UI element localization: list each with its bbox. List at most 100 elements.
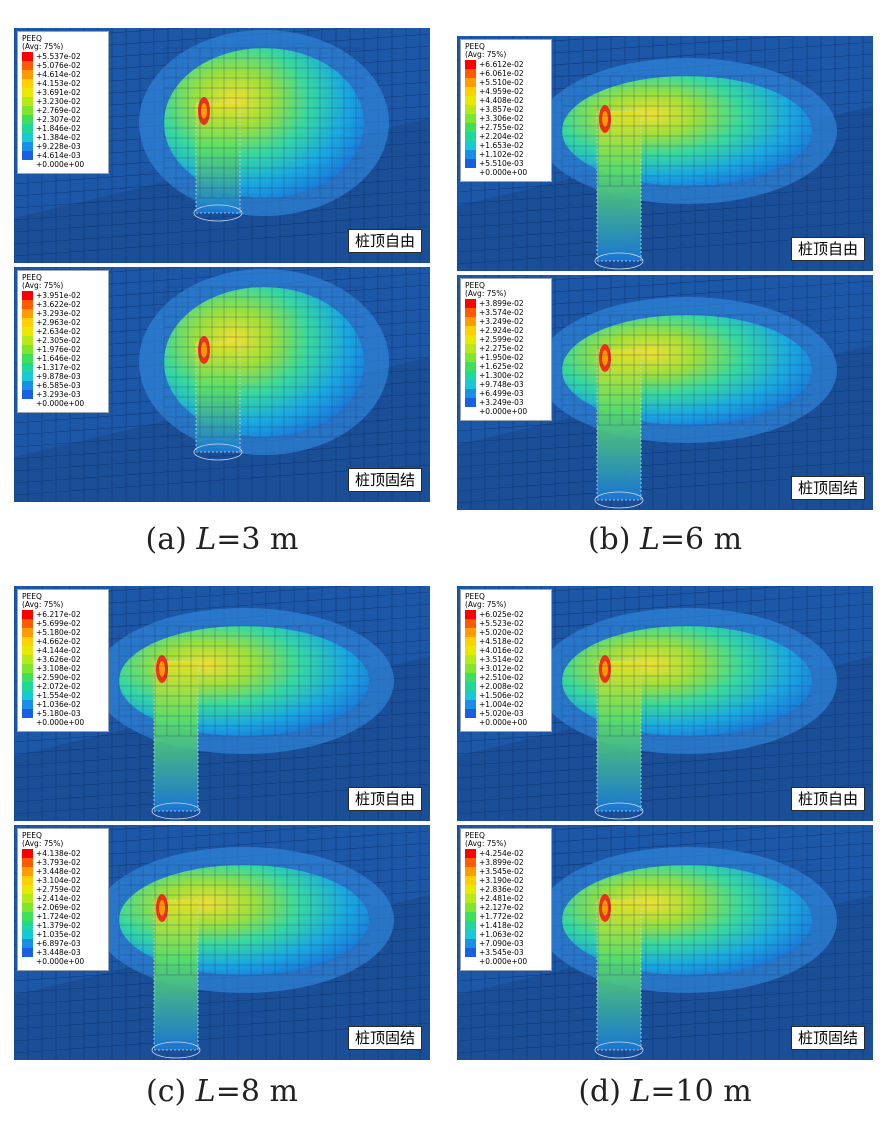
- legend-value: +5.076e-02: [36, 61, 81, 70]
- legend-row: +3.230e-02: [22, 97, 104, 106]
- legend-value: +1.379e-02: [36, 921, 81, 930]
- legend-rows: +5.537e-02 +5.076e-02 +4.614e-02 +4.153e-02…: [22, 52, 104, 169]
- legend-row: +3.857e-02: [465, 105, 547, 114]
- legend-swatch: [465, 912, 476, 921]
- legend-swatch: [22, 363, 33, 372]
- caption-variable: L: [195, 1074, 216, 1109]
- legend-value: +6.217e-02: [36, 610, 81, 619]
- legend-value: +1.950e-02: [479, 353, 524, 362]
- legend-value: +2.590e-02: [36, 673, 81, 682]
- legend-swatch: [22, 921, 33, 930]
- panel-a: PEEQ (Avg: 75%) +5.537e-02 +5.076e-02 +4.6…: [14, 28, 430, 502]
- condition-label: 桩顶固结: [347, 1026, 422, 1050]
- legend-swatch: [465, 664, 476, 673]
- legend-row: +2.008e-02: [465, 682, 547, 691]
- legend-row: +3.104e-02: [22, 876, 104, 885]
- legend-row: +3.899e-02: [465, 858, 547, 867]
- legend-value: +3.574e-02: [479, 308, 524, 317]
- legend-row: +5.020e-02: [465, 628, 547, 637]
- legend-row: +1.653e-02: [465, 141, 547, 150]
- legend-value: +1.625e-02: [479, 362, 524, 371]
- legend-swatch: [465, 78, 476, 87]
- legend-row: +4.153e-02: [22, 79, 104, 88]
- legend-row: +1.976e-02: [22, 345, 104, 354]
- legend-value: +0.000e+00: [36, 957, 85, 966]
- mesh-contour-graphic: [14, 267, 430, 502]
- legend-row: +6.217e-02: [22, 610, 104, 619]
- legend-swatch: [22, 88, 33, 97]
- legend-row: +3.545e-03: [465, 948, 547, 957]
- contour-plot-fixed-top: PEEQ (Avg: 75%) +4.254e-02 +3.899e-02 +3.5…: [457, 825, 873, 1060]
- legend-value: +1.063e-02: [479, 930, 524, 939]
- mesh-contour-graphic: [457, 36, 873, 271]
- legend-swatch: [22, 291, 33, 300]
- legend-swatch: [465, 673, 476, 682]
- legend-swatch: [22, 700, 33, 709]
- legend-swatch: [22, 903, 33, 912]
- legend-row: +0.000e+00: [465, 957, 547, 966]
- legend-value: +1.506e-02: [479, 691, 524, 700]
- contour-plot-fixed-top: PEEQ (Avg: 75%) +3.899e-02 +3.574e-02 +3.2…: [457, 275, 873, 510]
- legend-row: +4.614e-03: [22, 151, 104, 160]
- legend-swatch: [22, 61, 33, 70]
- legend-swatch: [465, 317, 476, 326]
- legend-value: +5.180e-02: [36, 628, 81, 637]
- legend-swatch: [22, 115, 33, 124]
- legend-row: +1.102e-02: [465, 150, 547, 159]
- legend-swatch: [465, 141, 476, 150]
- legend-row: +2.510e-02: [465, 673, 547, 682]
- legend-swatch: [22, 664, 33, 673]
- legend-swatch: [465, 691, 476, 700]
- legend-value: +0.000e+00: [479, 407, 528, 416]
- legend-value: +5.180e-03: [36, 709, 81, 718]
- legend-title: PEEQ: [465, 592, 485, 601]
- legend-swatch: [465, 308, 476, 317]
- legend-row: +5.537e-02: [22, 52, 104, 61]
- legend-value: +1.418e-02: [479, 921, 524, 930]
- legend-value: +3.626e-02: [36, 655, 81, 664]
- legend-row: +5.699e-02: [22, 619, 104, 628]
- legend-rows: +6.025e-02 +5.523e-02 +5.020e-02 +4.518e-02…: [465, 610, 547, 727]
- legend-row: +4.016e-02: [465, 646, 547, 655]
- caption-prefix: (a): [145, 522, 197, 557]
- legend-row: +5.510e-03: [465, 159, 547, 168]
- legend-swatch: [465, 326, 476, 335]
- legend-row: +2.305e-02: [22, 336, 104, 345]
- legend-value: +4.408e-02: [479, 96, 524, 105]
- legend-row: +9.228e-03: [22, 142, 104, 151]
- legend-value: +3.448e-03: [36, 948, 81, 957]
- legend-swatch: [465, 362, 476, 371]
- legend-value: +3.293e-02: [36, 309, 81, 318]
- legend-swatch: [22, 646, 33, 655]
- legend-value: +2.510e-02: [479, 673, 524, 682]
- legend-swatch: [22, 106, 33, 115]
- legend-subtitle: (Avg: 75%): [22, 600, 64, 609]
- legend-row: +2.963e-02: [22, 318, 104, 327]
- legend-swatch: [465, 371, 476, 380]
- legend-swatch: [22, 939, 33, 948]
- caption-variable: L: [630, 1074, 651, 1109]
- legend-subtitle: (Avg: 75%): [465, 600, 507, 609]
- legend-swatch: [22, 70, 33, 79]
- legend-value: +3.899e-02: [479, 858, 524, 867]
- caption-b: (b) L=6 m: [457, 522, 873, 557]
- condition-label: 桩顶自由: [347, 229, 422, 253]
- legend-row: +3.514e-02: [465, 655, 547, 664]
- legend-swatch: [22, 682, 33, 691]
- legend-value: +2.204e-02: [479, 132, 524, 141]
- legend-row: +5.020e-03: [465, 709, 547, 718]
- legend-swatch: [22, 124, 33, 133]
- legend-swatch: [465, 655, 476, 664]
- contour-plot-free-top: PEEQ (Avg: 75%) +6.025e-02 +5.523e-02 +5.0…: [457, 586, 873, 821]
- legend-swatch: [465, 150, 476, 159]
- legend-swatch: [22, 849, 33, 858]
- legend-title: PEEQ: [465, 42, 485, 51]
- legend-swatch: [22, 709, 33, 718]
- legend-swatch: [465, 96, 476, 105]
- legend-rows: +6.612e-02 +6.061e-02 +5.510e-02 +4.959e-02…: [465, 60, 547, 177]
- legend-value: +5.699e-02: [36, 619, 81, 628]
- legend-swatch: [465, 930, 476, 939]
- legend-value: +2.072e-02: [36, 682, 81, 691]
- legend-value: +1.317e-02: [36, 363, 81, 372]
- legend-swatch: [465, 939, 476, 948]
